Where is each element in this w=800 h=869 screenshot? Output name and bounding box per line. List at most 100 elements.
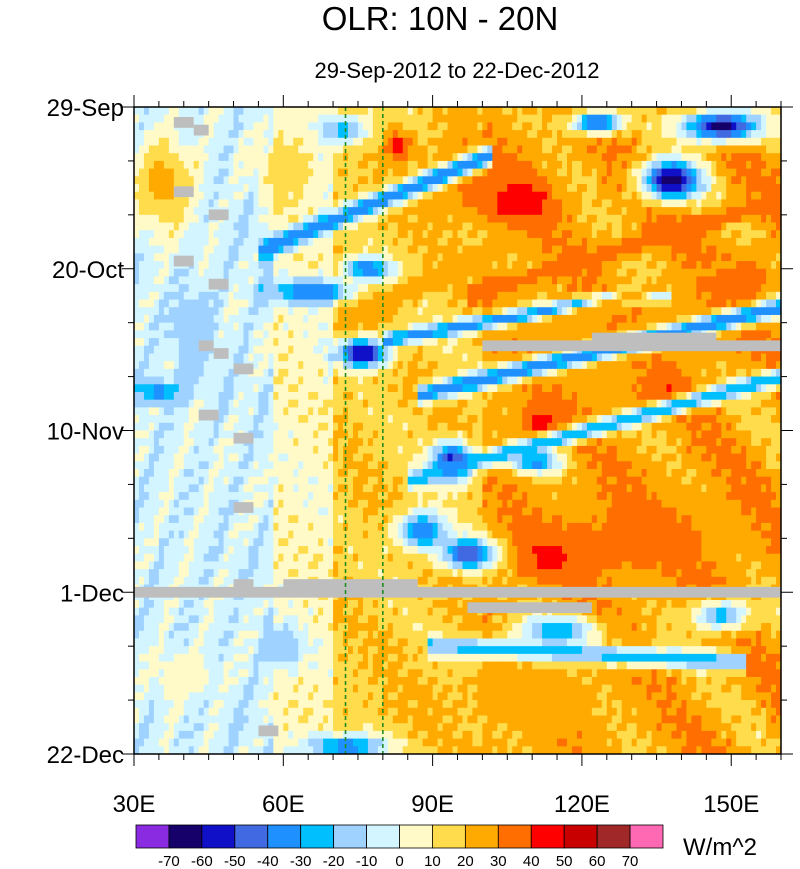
field-cell	[542, 214, 548, 224]
field-cell	[726, 168, 732, 177]
field-cell	[527, 230, 533, 239]
field-cell	[248, 330, 255, 339]
field-cell	[263, 307, 269, 316]
field-cell	[323, 276, 329, 285]
field-cell	[492, 307, 498, 316]
field-cell	[253, 160, 260, 170]
field-cell	[318, 137, 324, 147]
field-cell	[591, 268, 598, 278]
field-cell	[467, 137, 474, 147]
field-cell	[323, 299, 329, 308]
field-cell	[492, 276, 498, 285]
field-cell	[422, 214, 429, 224]
field-cell	[263, 338, 269, 347]
field-cell	[238, 330, 245, 339]
field-cell	[273, 199, 279, 208]
field-cell	[512, 276, 518, 285]
field-cell	[303, 330, 309, 339]
field-cell	[298, 391, 304, 401]
field-cell	[626, 353, 633, 362]
field-cell	[726, 145, 732, 154]
field-cell	[268, 322, 274, 331]
field-cell	[148, 268, 155, 278]
field-cell	[606, 199, 613, 208]
field-cell	[278, 214, 284, 224]
field-cell	[586, 276, 593, 285]
field-cell	[303, 391, 309, 401]
field-cell	[736, 145, 742, 154]
field-cell	[606, 384, 613, 393]
field-cell	[422, 299, 429, 308]
field-cell	[168, 399, 175, 408]
field-cell	[557, 353, 563, 362]
field-cell	[343, 114, 349, 123]
field-cell	[253, 130, 260, 139]
field-cell	[397, 253, 404, 262]
field-cell	[532, 330, 538, 339]
field-cell	[427, 314, 434, 324]
field-cell	[636, 268, 643, 278]
field-cell	[457, 384, 464, 393]
field-cell	[422, 207, 429, 216]
field-cell	[268, 399, 274, 408]
field-cell	[621, 230, 628, 239]
field-cell	[248, 130, 255, 139]
field-cell	[566, 145, 573, 154]
field-cell	[407, 353, 414, 362]
field-cell	[562, 214, 568, 224]
field-cell	[621, 184, 628, 193]
field-cell	[576, 230, 583, 239]
field-cell	[651, 276, 658, 285]
field-cell	[223, 184, 230, 193]
field-cell	[313, 107, 319, 116]
field-cell	[238, 276, 245, 285]
field-cell	[397, 122, 404, 131]
field-cell	[407, 284, 414, 293]
field-cell	[656, 160, 663, 170]
field-cell	[243, 153, 250, 162]
field-cell	[163, 399, 170, 408]
field-cell	[641, 160, 648, 170]
field-cell	[372, 253, 379, 262]
field-cell	[651, 168, 658, 177]
field-cell	[606, 245, 613, 254]
field-cell	[746, 176, 752, 185]
field-cell	[377, 291, 384, 301]
field-cell	[571, 376, 578, 385]
field-cell	[542, 307, 548, 316]
field-cell	[651, 253, 658, 262]
field-cell	[427, 276, 434, 285]
field-cell	[178, 284, 185, 293]
field-cell	[352, 384, 359, 393]
field-cell	[148, 222, 155, 231]
field-cell	[377, 184, 384, 193]
field-cell	[422, 376, 429, 385]
field-cell	[601, 253, 608, 262]
field-cell	[606, 222, 613, 231]
field-cell	[736, 184, 742, 193]
field-cell	[591, 137, 598, 147]
field-cell	[547, 107, 553, 116]
field-cell	[308, 107, 314, 116]
field-cell	[711, 322, 717, 331]
field-cell	[532, 230, 538, 239]
field-cell	[651, 230, 658, 239]
field-cell	[706, 253, 712, 262]
field-cell	[367, 299, 374, 308]
field-cell	[636, 322, 643, 331]
field-cell	[153, 160, 160, 170]
field-cell	[138, 230, 145, 239]
field-cell	[173, 391, 180, 401]
field-cell	[407, 153, 414, 162]
field-cell	[338, 184, 344, 193]
field-cell	[362, 230, 369, 239]
field-cell	[313, 391, 319, 401]
field-cell	[701, 384, 707, 393]
field-cell	[134, 376, 140, 385]
field-cell	[173, 130, 180, 139]
field-cell	[731, 145, 737, 154]
field-cell	[581, 137, 588, 147]
field-cell	[382, 214, 389, 224]
field-cell	[198, 107, 205, 116]
field-cell	[268, 137, 274, 147]
